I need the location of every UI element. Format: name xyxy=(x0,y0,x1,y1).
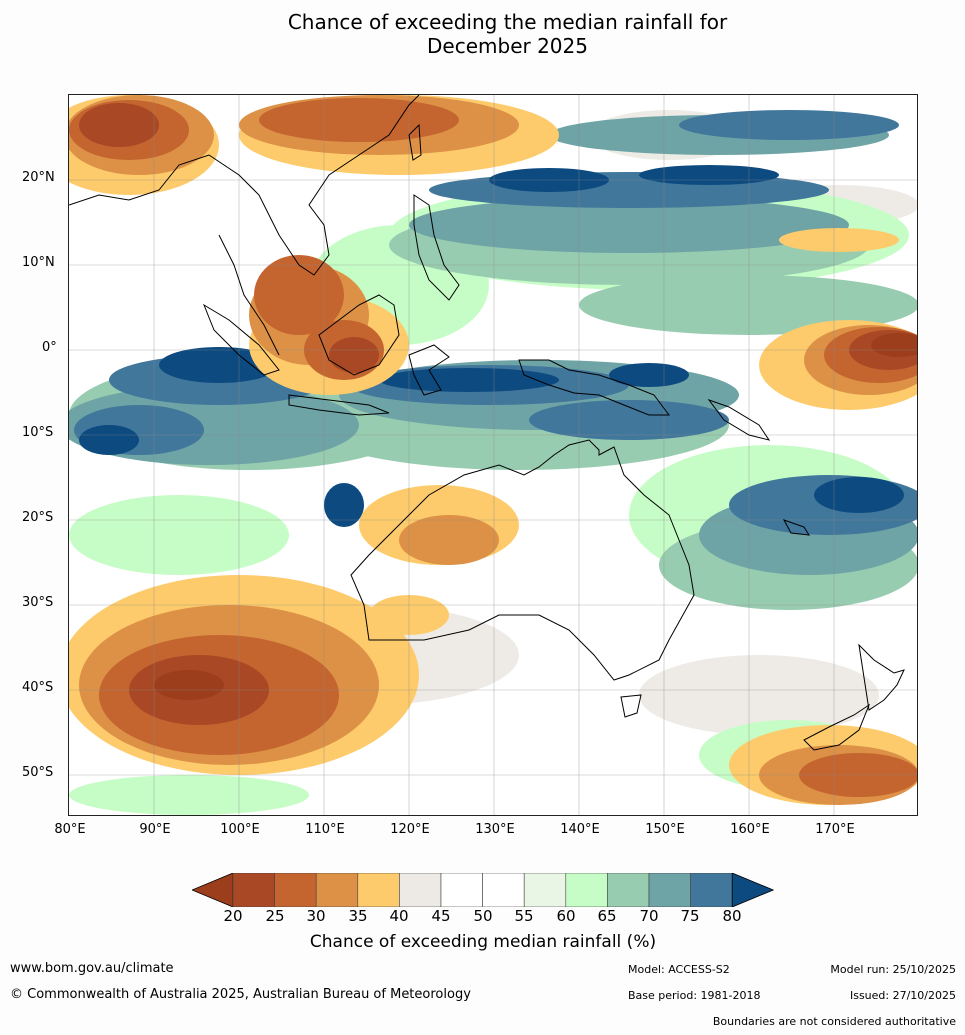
lon-label-150e: 150°E xyxy=(645,822,685,837)
new-zealand-north-coastline xyxy=(858,643,905,711)
colorbar-segment xyxy=(357,873,400,907)
website-link[interactable]: www.bom.gov.au/climate xyxy=(10,961,174,976)
lat-label-10n: 10°N xyxy=(22,255,55,270)
copyright-text: © Commonwealth of Australia 2025, Austra… xyxy=(10,987,471,1002)
colorbar-segment xyxy=(565,873,608,907)
new-zealand-south-coastline xyxy=(803,703,871,751)
colorbar-tick: 60 xyxy=(556,907,576,925)
sumatra-coastline xyxy=(202,303,280,376)
java-coastline xyxy=(288,394,390,416)
boundaries-disclaimer: Boundaries are not considered authoritat… xyxy=(712,1015,956,1028)
lat-label-20s: 20°S xyxy=(22,510,54,525)
colorbar-segment xyxy=(399,873,442,907)
colorbar-tick: 30 xyxy=(306,907,326,925)
colorbar-segment xyxy=(232,873,275,907)
colorbar-tick: 80 xyxy=(722,907,742,925)
colorbar-tick: 45 xyxy=(431,907,451,925)
tasmania-coastline xyxy=(620,694,642,718)
gridlines xyxy=(69,95,917,815)
colorbar-tick: 25 xyxy=(265,907,285,925)
colorbar-tick: 75 xyxy=(680,907,700,925)
lon-label-80e: 80°E xyxy=(54,822,86,837)
lat-label-10s: 10°S xyxy=(22,425,54,440)
malay-peninsula-coastline xyxy=(218,234,280,356)
colorbar-segment xyxy=(523,873,567,907)
lon-label-110e: 110°E xyxy=(305,822,345,837)
lon-label-90e: 90°E xyxy=(139,822,171,837)
lat-label-40s: 40°S xyxy=(22,680,54,695)
asia-mainland-coastline xyxy=(69,95,420,276)
colorbar-segment xyxy=(482,873,525,907)
solomon-islands-coastline xyxy=(707,398,771,441)
issued-text: Issued: 27/10/2025 xyxy=(849,989,956,1002)
lat-label-50s: 50°S xyxy=(22,765,54,780)
lat-label-30s: 30°S xyxy=(22,595,54,610)
model-text: Model: ACCESS-S2 xyxy=(628,963,730,976)
map-title-line1: Chance of exceeding the median rainfall … xyxy=(287,10,728,34)
lon-label-160e: 160°E xyxy=(730,822,770,837)
colorbar-segment xyxy=(274,873,317,907)
new-caledonia-coastline xyxy=(782,519,810,536)
colorbar-tick: 20 xyxy=(223,907,243,925)
new-guinea-coastline xyxy=(518,359,670,416)
colorbar-segment xyxy=(315,873,359,907)
colorbar-extend-high xyxy=(731,873,774,907)
lat-label-0: 0° xyxy=(42,340,57,355)
colorbar-extend-low xyxy=(192,873,234,907)
colorbar xyxy=(192,873,774,907)
lon-label-170e: 170°E xyxy=(815,822,855,837)
colorbar-segment xyxy=(648,873,691,907)
lon-label-100e: 100°E xyxy=(220,822,260,837)
coastlines xyxy=(69,95,905,751)
model-run-text: Model run: 25/10/2025 xyxy=(830,963,956,976)
lon-label-140e: 140°E xyxy=(560,822,600,837)
australia-coastline xyxy=(350,439,695,681)
colorbar-tick: 35 xyxy=(348,907,368,925)
colorbar-tick: 40 xyxy=(389,907,409,925)
map-title-line2: December 2025 xyxy=(427,34,588,58)
colorbar-tick: 65 xyxy=(597,907,617,925)
colorbar-tick: 50 xyxy=(473,907,493,925)
colorbar-segment xyxy=(607,873,650,907)
borneo-coastline xyxy=(318,294,400,376)
map-title: Chance of exceeding the median rainfall … xyxy=(0,10,965,58)
map-canvas xyxy=(69,95,917,815)
lon-label-120e: 120°E xyxy=(390,822,430,837)
rainfall-map xyxy=(68,94,918,816)
philippines-coastline xyxy=(413,194,460,301)
sulawesi-coastline xyxy=(408,344,450,396)
colorbar-label: Chance of exceeding median rainfall (%) xyxy=(309,932,657,952)
lon-label-130e: 130°E xyxy=(475,822,515,837)
taiwan-coastline xyxy=(408,123,422,161)
colorbar-tick: 55 xyxy=(514,907,534,925)
colorbar-tick: 70 xyxy=(639,907,659,925)
colorbar-segment xyxy=(440,873,483,907)
colorbar-segment xyxy=(690,873,733,907)
base-period-text: Base period: 1981-2018 xyxy=(628,989,761,1002)
lat-label-20n: 20°N xyxy=(22,170,55,185)
